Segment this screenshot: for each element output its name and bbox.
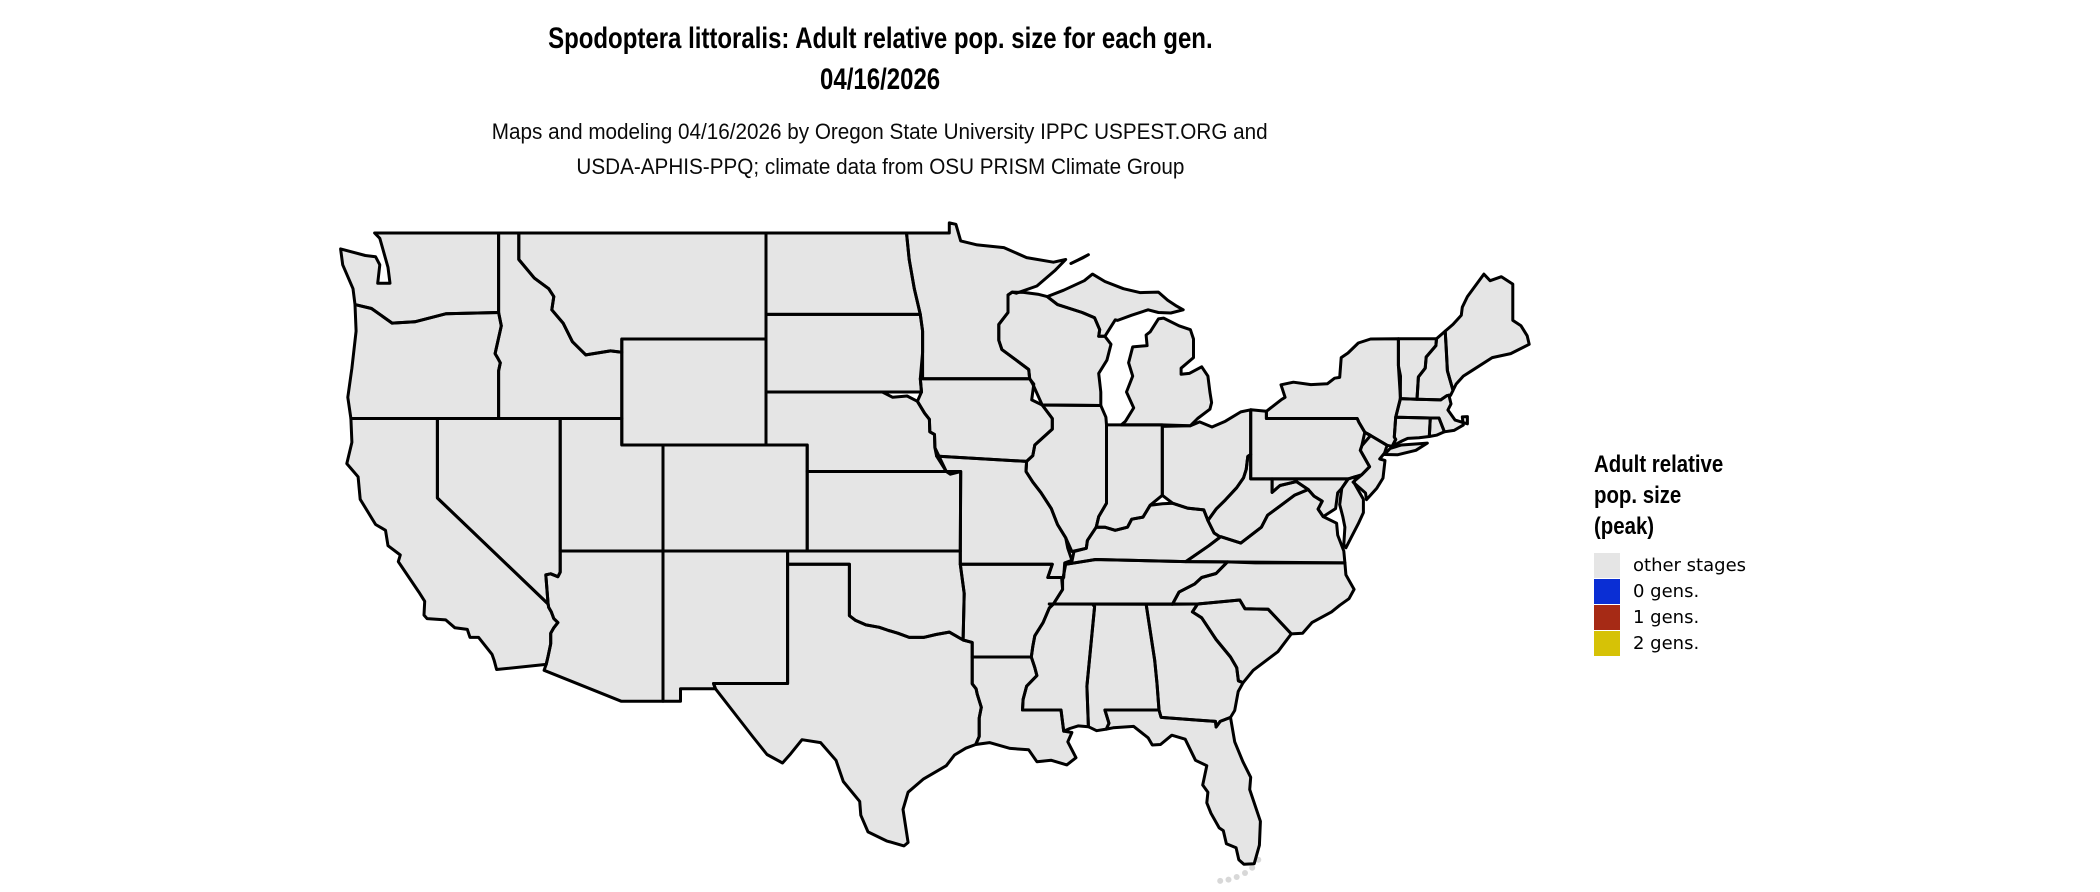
state-MD (1272, 478, 1349, 517)
state-MN (906, 222, 1066, 379)
state-NV (437, 418, 561, 604)
state-border-NJ (1351, 430, 1389, 502)
state-MS (1022, 604, 1095, 732)
state-AR (960, 564, 1063, 657)
state-IL (1026, 405, 1107, 552)
state-TN (1049, 559, 1228, 605)
legend-swatch-other-stages (1594, 553, 1620, 578)
florida-keys-island (1217, 877, 1224, 884)
state-borders (339, 221, 1531, 866)
subtitle-text-2: USDA-APHIS-PPQ; climate data from OSU PR… (576, 154, 1184, 179)
state-GA (1146, 604, 1244, 727)
title-text-1: Spodoptera littoralis: Adult relative po… (547, 22, 1213, 55)
legend-title: Adult relative pop. size (peak) (1594, 449, 1914, 542)
state-ID (495, 233, 622, 419)
state-LI (1384, 443, 1428, 455)
state-fills (340, 222, 1530, 884)
state-border-IR (1069, 253, 1090, 265)
state-IA (917, 378, 1053, 462)
state-MO (936, 456, 1072, 578)
state-FL (1104, 710, 1261, 865)
legend-title-line-2: pop. size (1594, 482, 1682, 509)
state-WV (1207, 454, 1309, 544)
state-NE (766, 392, 947, 472)
legend-item-2-gens: 2 gens. (1594, 631, 1914, 656)
state-ND (766, 233, 921, 315)
state-WA (340, 233, 499, 324)
legend-title-line-1: Adult relative (1594, 451, 1724, 478)
state-WY (621, 339, 766, 445)
legend-label-1-gens: 1 gens. (1633, 607, 1700, 628)
state-OK (787, 551, 965, 640)
state-AZ (544, 551, 663, 702)
state-NM (663, 551, 788, 702)
legend-label-other-stages: other stages (1633, 555, 1747, 576)
state-border-ME (1443, 272, 1531, 392)
title-date: 04/16/2026 (819, 63, 941, 96)
state-MT (518, 233, 766, 355)
figure-subtitle: Maps and modeling 04/16/2026 by Oregon S… (0, 114, 1760, 184)
state-border-LI (1383, 441, 1429, 457)
legend-items: other stages 0 gens. 1 gens. 2 gens. (1594, 553, 1914, 656)
florida-keys-island (1242, 870, 1248, 876)
figure-header: Spodoptera littoralis: Adult relative po… (0, 18, 1760, 184)
state-KS (807, 471, 961, 551)
subtitle-text-1: Maps and modeling 04/16/2026 by Oregon S… (492, 119, 1268, 144)
state-MIUP (1047, 274, 1184, 337)
state-border-MIUP (1045, 272, 1185, 338)
state-border-MI (1119, 316, 1214, 428)
state-ME (1445, 274, 1530, 391)
legend-label-2-gens: 2 gens. (1633, 633, 1700, 654)
legend: Adult relative pop. size (peak) other st… (1594, 449, 1914, 657)
subtitle-line-1: Maps and modeling 04/16/2026 by Oregon S… (0, 114, 1760, 149)
state-CO (663, 445, 808, 551)
subtitle-line-2: USDA-APHIS-PPQ; climate data from OSU PR… (0, 149, 1760, 184)
state-NH (1417, 331, 1453, 400)
state-PA (1250, 409, 1371, 479)
florida-keys-island (1249, 864, 1256, 871)
state-MI (1121, 318, 1212, 426)
state-border-AZ (542, 549, 665, 703)
state-border-IL (1024, 403, 1108, 553)
state-NY (1266, 338, 1401, 447)
legend-item-0-gens: 0 gens. (1594, 579, 1914, 604)
state-TX (713, 564, 982, 846)
state-SD (766, 314, 923, 392)
state-border-TX (712, 562, 983, 848)
state-CA (346, 418, 558, 670)
state-border-FL (1103, 708, 1262, 866)
state-IN (1096, 424, 1163, 531)
state-NC (1172, 561, 1355, 634)
legend-swatch-1-gens (1594, 605, 1620, 630)
state-UT (560, 418, 663, 551)
florida-keys-island (1233, 874, 1240, 880)
state-VA (1185, 489, 1345, 563)
state-WI (998, 292, 1111, 406)
legend-title-line-3: (peak) (1594, 513, 1655, 540)
legend-label-0-gens: 0 gens. (1633, 581, 1700, 602)
state-OR (347, 304, 502, 419)
legend-item-other-stages: other stages (1594, 553, 1914, 578)
state-border-OH (1160, 408, 1253, 522)
state-OH (1162, 409, 1251, 521)
state-CT (1392, 417, 1431, 447)
figure-title-line-2: 04/16/2026 (0, 59, 1760, 100)
legend-item-1-gens: 1 gens. (1594, 605, 1914, 630)
figure-title-line-1: Spodoptera littoralis: Adult relative po… (0, 18, 1760, 59)
legend-swatch-2-gens (1594, 631, 1620, 656)
state-KY (1065, 503, 1221, 565)
state-SC (1192, 600, 1292, 683)
state-AL (1086, 604, 1159, 731)
legend-swatch-0-gens (1594, 579, 1620, 604)
florida-keys-island (1225, 876, 1232, 883)
